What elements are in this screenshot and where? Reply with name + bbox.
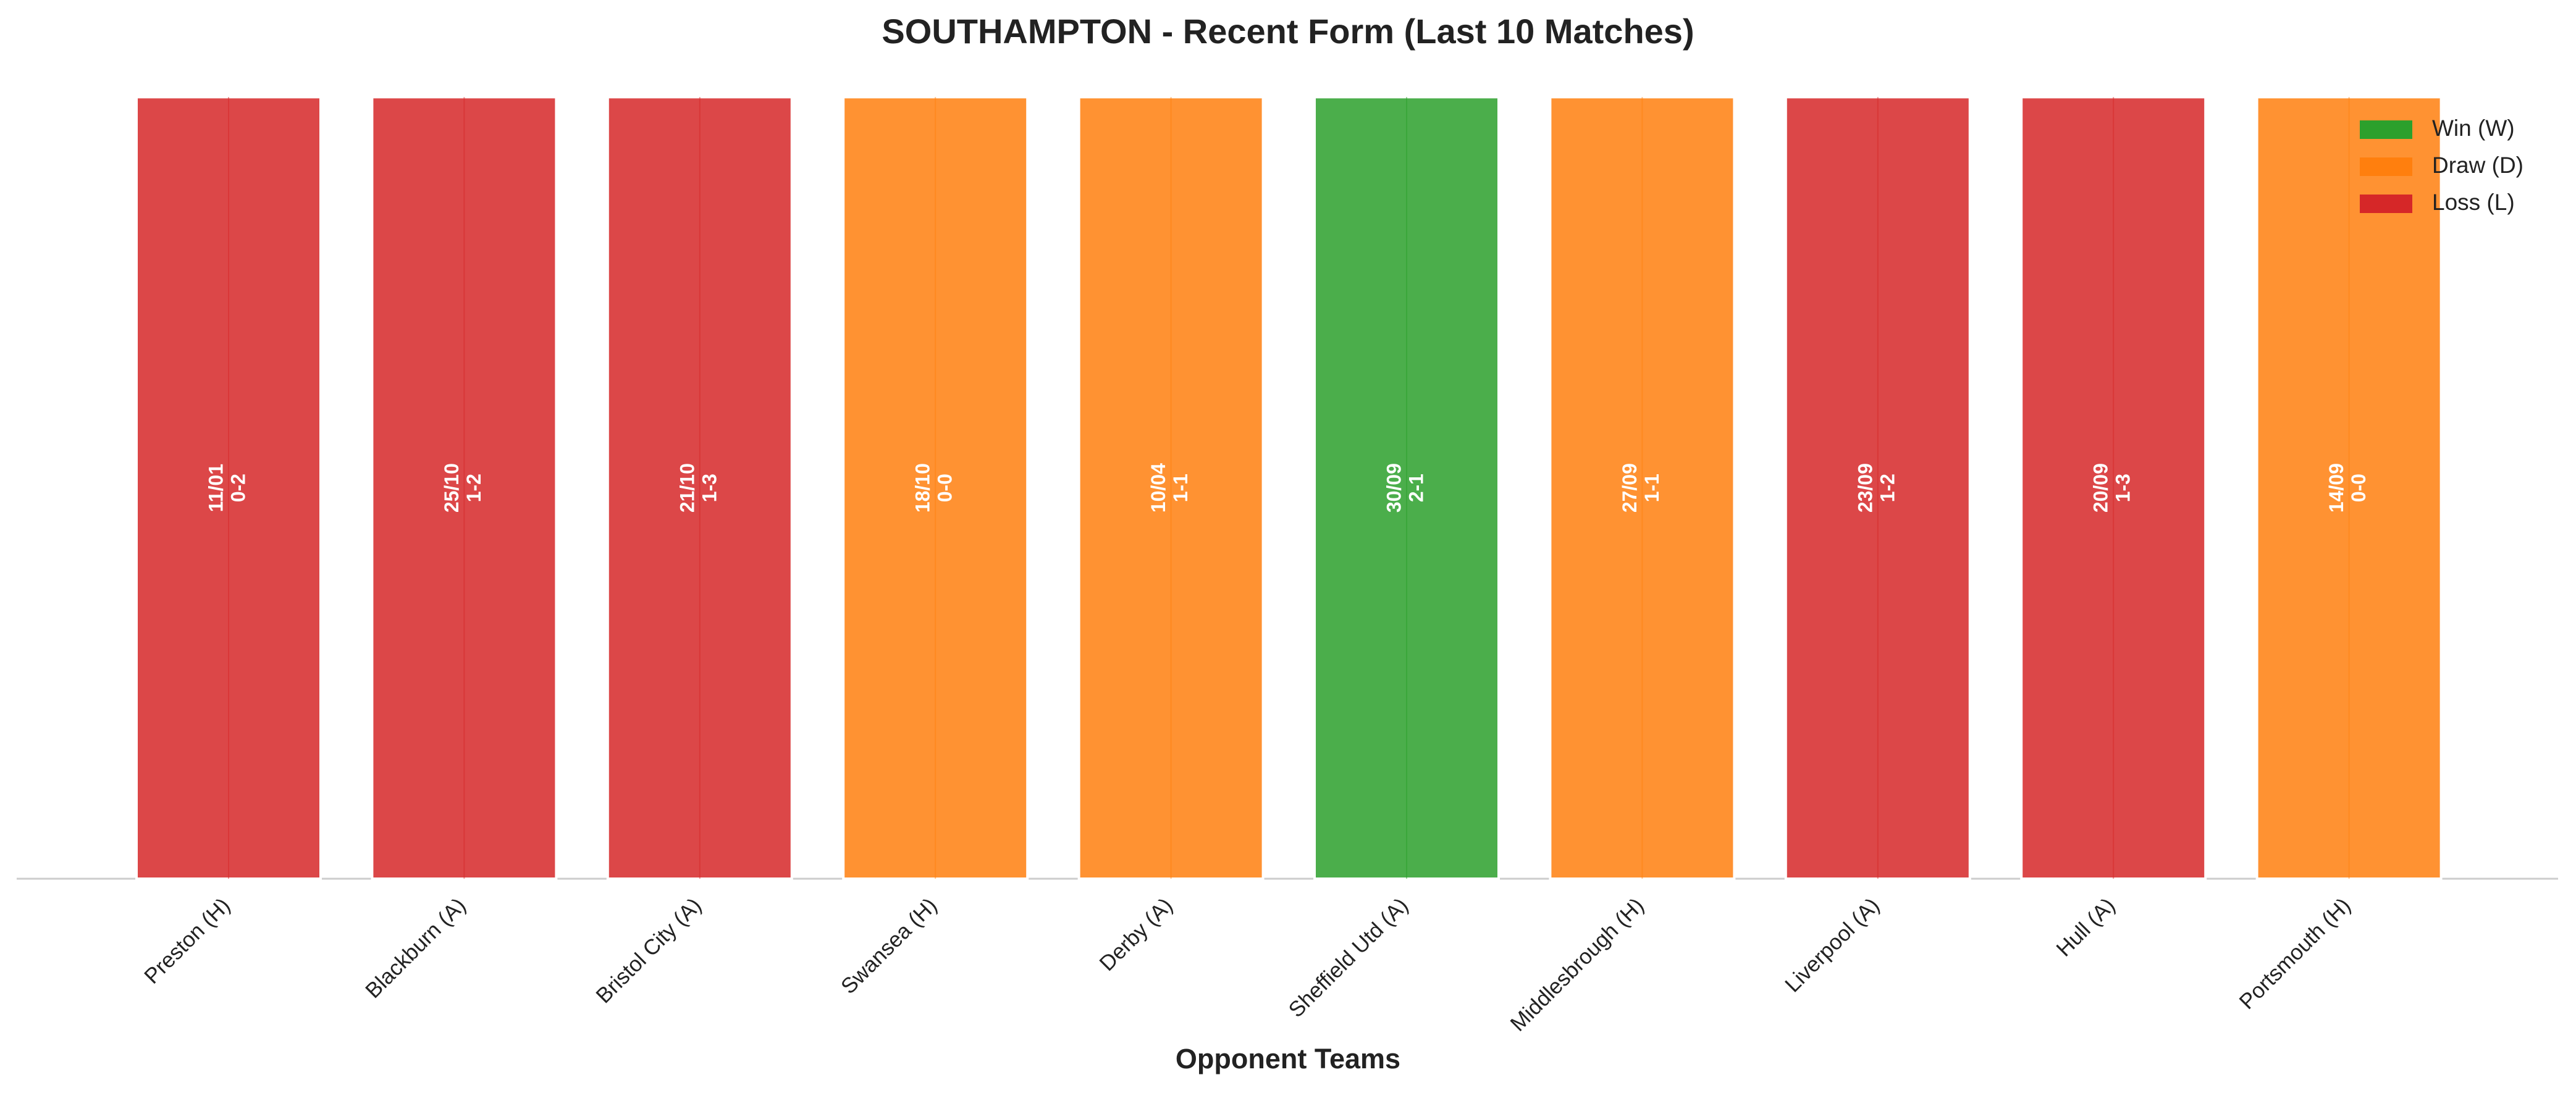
match-date: 23/09 xyxy=(1854,463,1876,513)
legend-swatch xyxy=(2360,120,2412,139)
x-tick-label: Swansea (H) xyxy=(836,894,942,999)
match-date: 25/10 xyxy=(440,463,463,513)
match-score: 1-3 xyxy=(698,474,720,502)
bar-label: 27/09 1-1 xyxy=(1618,463,1663,513)
chart-title: SOUTHAMPTON - Recent Form (Last 10 Match… xyxy=(882,12,1694,51)
bar-label: 21/10 1-3 xyxy=(676,463,720,513)
x-tick-label: Sheffield Utd (A) xyxy=(1284,894,1413,1023)
bar-label: 14/09 0-0 xyxy=(2325,463,2370,513)
match-score: 1-1 xyxy=(1169,474,1192,502)
x-tick-label: Blackburn (A) xyxy=(361,894,471,1003)
match-date: 20/09 xyxy=(2090,463,2112,513)
match-score: 1-2 xyxy=(463,474,485,502)
x-tick-label: Liverpool (A) xyxy=(1780,894,1884,997)
match-score: 1-1 xyxy=(1641,474,1663,502)
legend-label: Draw (D) xyxy=(2432,153,2523,178)
match-date: 21/10 xyxy=(676,463,698,513)
bar-label: 18/10 0-0 xyxy=(912,463,956,513)
bar-label: 11/01 0-2 xyxy=(204,464,249,512)
legend-label: Loss (L) xyxy=(2432,190,2515,215)
bar-label: 25/10 1-2 xyxy=(440,463,485,513)
x-tick-label: Bristol City (A) xyxy=(591,894,706,1008)
x-tick-label: Middlesbrough (H) xyxy=(1505,894,1648,1036)
bar-label: 10/04 1-1 xyxy=(1147,463,1192,513)
match-score: 0-0 xyxy=(934,474,956,502)
match-date: 30/09 xyxy=(1383,463,1405,513)
match-date: 11/01 xyxy=(204,464,227,512)
bar-label: 20/09 1-3 xyxy=(2090,463,2134,513)
bar-label: 30/09 2-1 xyxy=(1383,463,1427,513)
match-score: 0-0 xyxy=(2347,474,2370,502)
match-score: 0-2 xyxy=(227,474,249,502)
x-axis-title: Opponent Teams xyxy=(1176,1043,1400,1074)
legend-swatch xyxy=(2360,157,2412,176)
match-date: 14/09 xyxy=(2325,463,2347,513)
match-score: 1-3 xyxy=(2112,474,2134,502)
x-tick-label: Portsmouth (H) xyxy=(2234,894,2355,1014)
match-date: 18/10 xyxy=(912,463,934,513)
match-score: 1-2 xyxy=(1876,474,1898,502)
legend-swatch xyxy=(2360,195,2412,213)
bar-label: 23/09 1-2 xyxy=(1854,463,1898,513)
match-date: 10/04 xyxy=(1147,463,1169,513)
x-tick-label: Derby (A) xyxy=(1095,894,1177,976)
x-tick-label: Hull (A) xyxy=(2052,894,2119,961)
match-score: 2-1 xyxy=(1405,474,1427,502)
legend-label: Win (W) xyxy=(2432,115,2515,141)
match-date: 27/09 xyxy=(1618,463,1641,513)
x-tick-label: Preston (H) xyxy=(140,894,235,989)
